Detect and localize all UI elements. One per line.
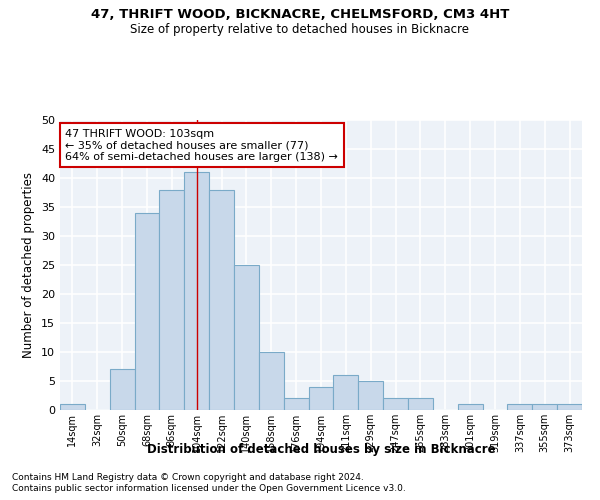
Bar: [259, 352, 284, 410]
Bar: [508, 404, 532, 410]
Text: 47 THRIFT WOOD: 103sqm
← 35% of detached houses are smaller (77)
64% of semi-det: 47 THRIFT WOOD: 103sqm ← 35% of detached…: [65, 128, 338, 162]
Bar: [160, 190, 184, 410]
Bar: [334, 375, 358, 410]
Bar: [134, 213, 160, 410]
Bar: [308, 387, 334, 410]
Text: Distribution of detached houses by size in Bicknacre: Distribution of detached houses by size …: [146, 442, 496, 456]
Bar: [458, 404, 482, 410]
Bar: [184, 172, 209, 410]
Bar: [532, 404, 557, 410]
Bar: [358, 381, 383, 410]
Bar: [284, 398, 308, 410]
Bar: [110, 370, 134, 410]
Text: Size of property relative to detached houses in Bicknacre: Size of property relative to detached ho…: [131, 22, 470, 36]
Bar: [209, 190, 234, 410]
Bar: [60, 404, 85, 410]
Text: Contains HM Land Registry data © Crown copyright and database right 2024.: Contains HM Land Registry data © Crown c…: [12, 472, 364, 482]
Text: 47, THRIFT WOOD, BICKNACRE, CHELMSFORD, CM3 4HT: 47, THRIFT WOOD, BICKNACRE, CHELMSFORD, …: [91, 8, 509, 20]
Bar: [234, 265, 259, 410]
Bar: [557, 404, 582, 410]
Y-axis label: Number of detached properties: Number of detached properties: [22, 172, 35, 358]
Text: Contains public sector information licensed under the Open Government Licence v3: Contains public sector information licen…: [12, 484, 406, 493]
Bar: [408, 398, 433, 410]
Bar: [383, 398, 408, 410]
